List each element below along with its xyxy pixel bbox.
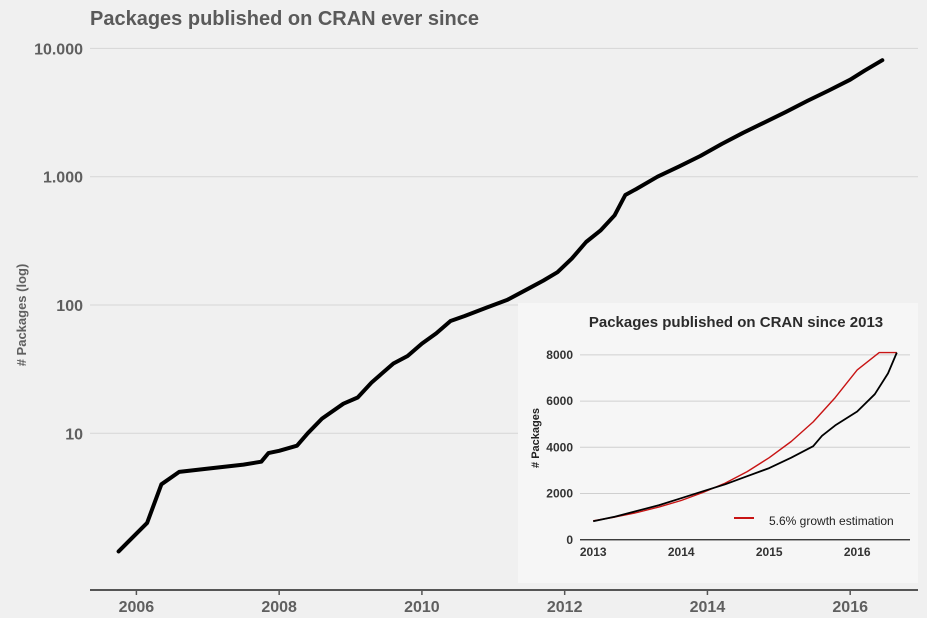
inset-y-tick-label-6000: 6000 — [546, 394, 573, 408]
main-y-tick-label-10000: 10.000 — [34, 41, 83, 58]
inset-y-tick-label-2000: 2000 — [546, 487, 573, 501]
inset-x-tick-label-2015: 2015 — [756, 545, 783, 559]
inset-x-tick-label-2014: 2014 — [668, 545, 695, 559]
inset-chart: Packages published on CRAN since 2013 # … — [518, 303, 918, 583]
inset-x-tick-label-2013: 2013 — [580, 545, 607, 559]
main-chart-y-ticks: 10 100 1.000 10.000 — [34, 41, 83, 443]
main-x-tick-label-2016: 2016 — [832, 599, 868, 616]
inset-series-line-5-6-growth-estimation — [593, 351, 897, 522]
main-chart-y-axis-label: # Packages (log) — [14, 264, 29, 367]
inset-chart-series — [593, 351, 898, 523]
main-chart-series — [116, 58, 885, 554]
main-y-tick-label-100: 100 — [56, 298, 83, 315]
inset-chart-gridlines — [580, 354, 910, 541]
inset-chart-legend: 5.6% growth estimation — [734, 514, 894, 528]
main-series-line-packages — [116, 58, 885, 554]
main-chart-x-ticks: 2006 2008 2010 2012 2014 2016 — [119, 590, 868, 616]
inset-chart-x-ticks: 2013 2014 2015 2016 — [580, 545, 871, 559]
inset-chart-background — [518, 303, 918, 583]
main-x-tick-label-2012: 2012 — [547, 599, 583, 616]
inset-chart-y-axis-label: # Packages — [530, 408, 542, 468]
main-y-tick-label-10: 10 — [65, 426, 83, 443]
main-x-tick-label-2014: 2014 — [690, 599, 726, 616]
main-y-tick-label-1000: 1.000 — [43, 170, 83, 187]
inset-chart-y-ticks: 0 2000 4000 6000 8000 — [546, 348, 573, 547]
inset-y-tick-label-0: 0 — [566, 533, 573, 547]
inset-series-line-packages — [593, 352, 898, 523]
main-x-tick-label-2006: 2006 — [119, 599, 155, 616]
inset-y-tick-label-8000: 8000 — [546, 348, 573, 362]
main-chart-title: Packages published on CRAN ever since — [90, 8, 479, 30]
inset-chart-title: Packages published on CRAN since 2013 — [589, 314, 883, 331]
main-x-tick-label-2008: 2008 — [261, 599, 297, 616]
inset-x-tick-label-2016: 2016 — [844, 545, 871, 559]
inset-y-tick-label-4000: 4000 — [546, 440, 573, 454]
main-x-tick-label-2010: 2010 — [404, 599, 440, 616]
legend-label-growth-estimation: 5.6% growth estimation — [769, 514, 894, 528]
